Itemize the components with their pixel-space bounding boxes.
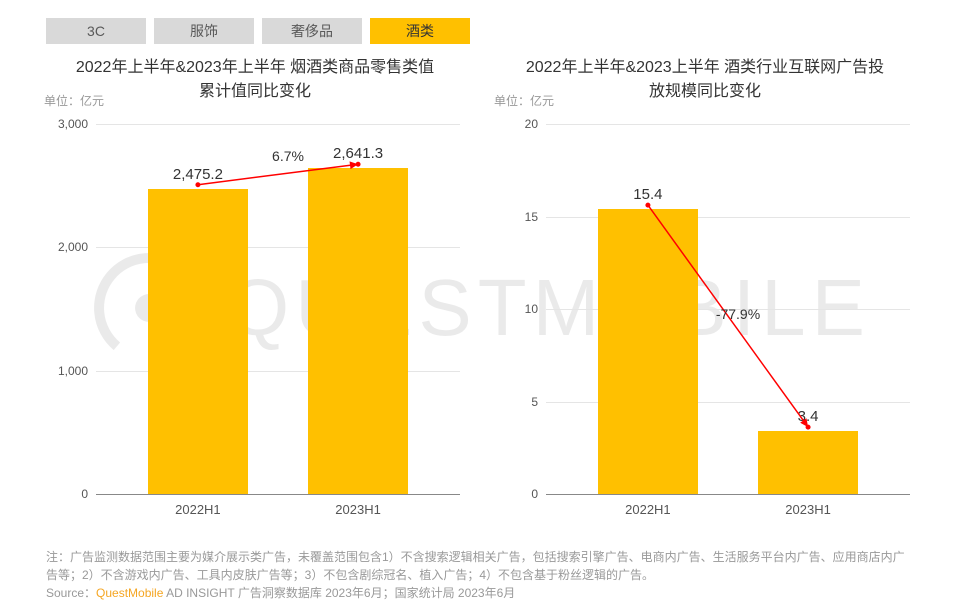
chart-title: 2022年上半年&2023上半年 酒类行业互联网广告投放规模同比变化 [490, 56, 920, 104]
gridline [96, 494, 460, 495]
y-axis-label: 0 [531, 487, 538, 501]
chart-plot: 01,0002,0003,0002,475.22022H12,641.32023… [96, 124, 460, 494]
tab-3c[interactable]: 3C [46, 18, 146, 44]
y-axis-label: 1,000 [58, 364, 88, 378]
x-axis-label: 2023H1 [758, 502, 858, 517]
chart-retail-value: 单位：亿元 2022年上半年&2023年上半年 烟酒类商品零售类值累计值同比变化… [40, 56, 470, 494]
tab-luxury[interactable]: 奢侈品 [262, 18, 362, 44]
charts-row: 单位：亿元 2022年上半年&2023年上半年 烟酒类商品零售类值累计值同比变化… [0, 44, 960, 494]
tab-label: 3C [87, 23, 105, 39]
tab-label: 酒类 [406, 21, 434, 41]
y-axis-label: 20 [525, 117, 538, 131]
x-axis-label: 2022H1 [598, 502, 698, 517]
source-brand: QuestMobile [96, 586, 163, 600]
chart-unit: 单位：亿元 [494, 92, 554, 109]
footer-notes: 注：广告监测数据范围主要为媒介展示类广告，未覆盖范围包含1）不含搜索逻辑相关广告… [46, 548, 914, 602]
x-axis-label: 2023H1 [308, 502, 408, 517]
chart-ad-spend: 单位：亿元 2022年上半年&2023上半年 酒类行业互联网广告投放规模同比变化… [490, 56, 920, 494]
y-axis-label: 0 [81, 487, 88, 501]
gridline [546, 494, 910, 495]
footnote: 注：广告监测数据范围主要为媒介展示类广告，未覆盖范围包含1）不含搜索逻辑相关广告… [46, 548, 914, 584]
y-axis-label: 10 [525, 302, 538, 316]
change-label: -77.9% [698, 306, 778, 322]
change-label: 6.7% [248, 148, 328, 164]
tab-apparel[interactable]: 服饰 [154, 18, 254, 44]
y-axis-label: 5 [531, 395, 538, 409]
y-axis-label: 15 [525, 210, 538, 224]
y-axis-label: 3,000 [58, 117, 88, 131]
category-tabs: 3C 服饰 奢侈品 酒类 [0, 0, 960, 44]
y-axis-label: 2,000 [58, 240, 88, 254]
chart-unit: 单位：亿元 [44, 92, 104, 109]
source-line: Source：QuestMobile AD INSIGHT 广告洞察数据库 20… [46, 584, 914, 602]
chart-plot: 0510152015.42022H13.42023H1-77.9% [546, 124, 910, 494]
source-prefix: Source： [46, 586, 96, 600]
tab-label: 奢侈品 [291, 21, 333, 41]
tab-label: 服饰 [190, 21, 218, 41]
tab-alcohol[interactable]: 酒类 [370, 18, 470, 44]
chart-title: 2022年上半年&2023年上半年 烟酒类商品零售类值累计值同比变化 [40, 56, 470, 104]
change-arrow [96, 124, 460, 494]
source-rest: AD INSIGHT 广告洞察数据库 2023年6月；国家统计局 2023年6月 [163, 586, 515, 600]
x-axis-label: 2022H1 [148, 502, 248, 517]
